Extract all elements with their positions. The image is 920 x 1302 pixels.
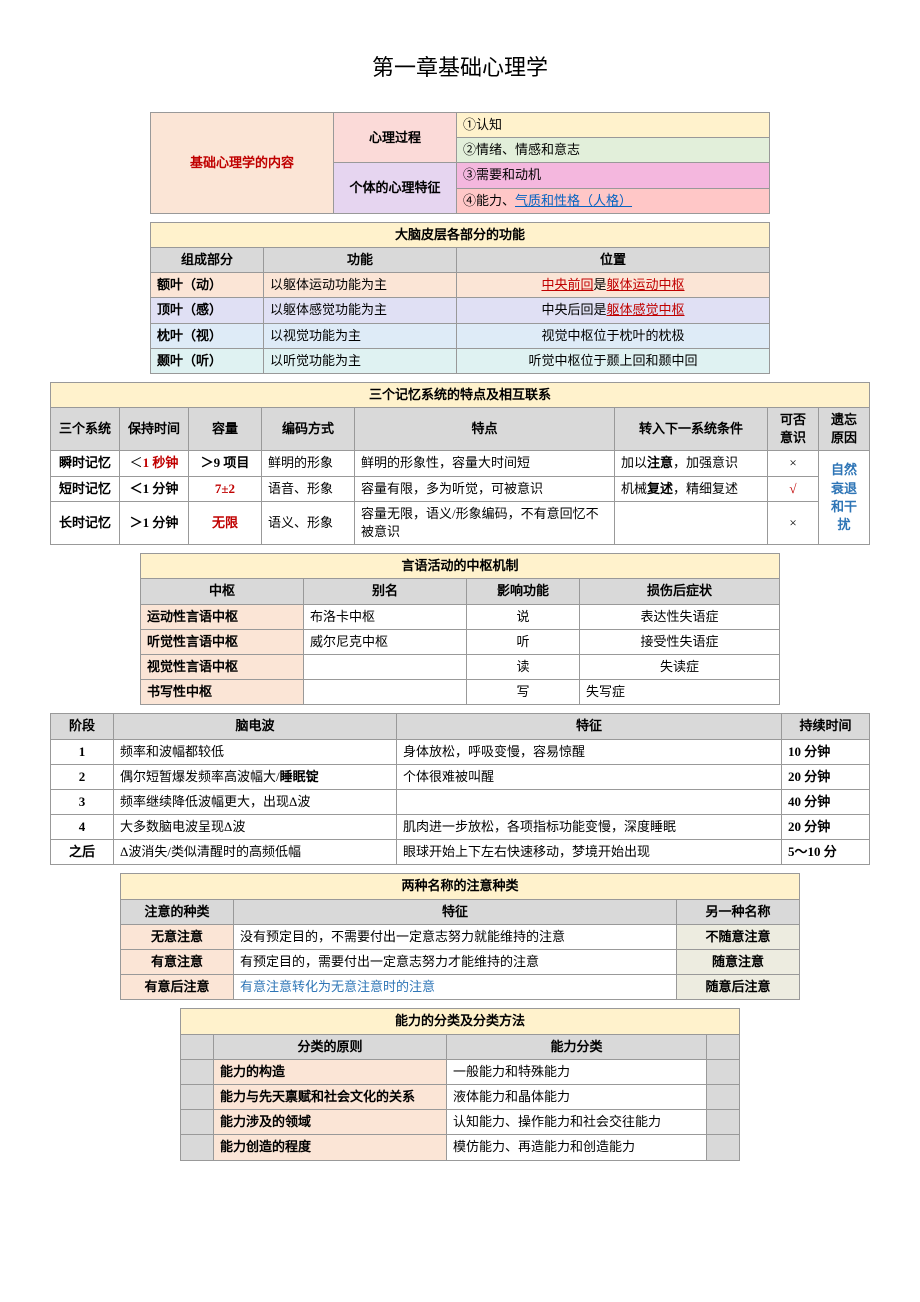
t5-h2: 特征 [397, 714, 782, 739]
t2-r3a: 枕叶（视） [151, 323, 264, 348]
table-row: 4大多数脑电波呈现Δ波肌肉进一步放松，各项指标功能变慢，深度睡眠20 分钟 [51, 815, 870, 840]
table-row: 有意注意 有预定目的，需要付出一定意志努力才能维持的注意 随意注意 [121, 950, 800, 975]
t3-h7: 遗忘原因 [819, 408, 870, 451]
t1-r2b: ②情绪、情感和意志 [457, 138, 770, 163]
table-row: 有意后注意 有意注意转化为无意注意时的注意 随意后注意 [121, 975, 800, 1000]
t3-r2g: √ [768, 476, 819, 501]
t2-r3c: 视觉中枢位于枕叶的枕极 [457, 323, 770, 348]
table-ability-classification: 能力的分类及分类方法 分类的原则 能力分类 能力的构造一般能力和特殊能力 能力与… [180, 1008, 740, 1160]
t3-h6: 可否意识 [768, 408, 819, 451]
table-sleep-stages: 阶段 脑电波 特征 持续时间 1频率和波幅都较低身体放松，呼吸变慢，容易惊醒10… [50, 713, 870, 865]
t4-h0: 中枢 [141, 579, 304, 604]
t3-h1: 保持时间 [120, 408, 189, 451]
t2-title: 大脑皮层各部分的功能 [151, 222, 770, 247]
t3-r3a: 长时记忆 [51, 501, 120, 544]
t3-r1f: 加以注意，加强意识 [615, 451, 768, 476]
t6-h0: 注意的种类 [121, 899, 234, 924]
t7-h2: 能力分类 [447, 1034, 707, 1059]
t1-left: 基础心理学的内容 [151, 113, 334, 214]
t3-r3f [615, 501, 768, 544]
t3-h5: 转入下一系统条件 [615, 408, 768, 451]
t3-r3c: 无限 [189, 501, 262, 544]
table-row: 能力涉及的领域认知能力、操作能力和社会交往能力 [181, 1110, 740, 1135]
t3-r1b: ＜1 秒钟 [120, 451, 189, 476]
t3-h4: 特点 [355, 408, 615, 451]
t6-h2: 另一种名称 [677, 899, 800, 924]
table-row: 听觉性言语中枢威尔尼克中枢听接受性失语症 [141, 629, 780, 654]
t3-h2: 容量 [189, 408, 262, 451]
t5-h3: 持续时间 [782, 714, 870, 739]
t2-r4b: 以听觉功能为主 [264, 348, 457, 373]
t4-title: 言语活动的中枢机制 [141, 554, 780, 579]
table-content-overview: 基础心理学的内容 心理过程 ①认知 ②情绪、情感和意志 个体的心理特征 ③需要和… [150, 112, 770, 214]
t2-h3: 位置 [457, 247, 770, 272]
t2-r1b: 以躯体运动功能为主 [264, 273, 457, 298]
t3-r2d: 语音、形象 [262, 476, 355, 501]
t3-r2b: ＜1 分钟 [120, 476, 189, 501]
t3-r1a: 瞬时记忆 [51, 451, 120, 476]
t1-r4b: ④能力、气质和性格（人格） [457, 188, 770, 213]
t2-r1c: 中央前回是躯体运动中枢 [457, 273, 770, 298]
table-row: 无意注意 没有预定目的，不需要付出一定意志努力就能维持的注意 不随意注意 [121, 924, 800, 949]
t6-title: 两种名称的注意种类 [121, 874, 800, 899]
t2-h2: 功能 [264, 247, 457, 272]
t3-r2f: 机械复述，精细复述 [615, 476, 768, 501]
t2-r3b: 以视觉功能为主 [264, 323, 457, 348]
t3-r1d: 鲜明的形象 [262, 451, 355, 476]
t2-r4c: 听觉中枢位于颞上回和颞中回 [457, 348, 770, 373]
table-row: 2 偶尔短暂爆发频率高波幅大/睡眠锭 个体很难被叫醒20 分钟 [51, 764, 870, 789]
table-row: 书写性中枢写失写症 [141, 680, 780, 705]
table-row: 1频率和波幅都较低身体放松，呼吸变慢，容易惊醒10 分钟 [51, 739, 870, 764]
t4-h2: 影响功能 [467, 579, 580, 604]
table-row: 能力的构造一般能力和特殊能力 [181, 1059, 740, 1084]
t2-r2b: 以躯体感觉功能为主 [264, 298, 457, 323]
table-memory-systems: 三个记忆系统的特点及相互联系 三个系统 保持时间 容量 编码方式 特点 转入下一… [50, 382, 870, 545]
t3-title: 三个记忆系统的特点及相互联系 [51, 382, 870, 407]
t3-r3e: 容量无限，语义/形象编码，不有意回忆不被意识 [355, 501, 615, 544]
t1-r1b: ①认知 [457, 113, 770, 138]
t1-r1a: 心理过程 [334, 113, 457, 163]
t3-h0: 三个系统 [51, 408, 120, 451]
t3-r1g: × [768, 451, 819, 476]
t6-h1: 特征 [234, 899, 677, 924]
table-brain-cortex: 大脑皮层各部分的功能 组成部分 功能 位置 额叶（动） 以躯体运动功能为主 中央… [150, 222, 770, 374]
table-row: 运动性言语中枢布洛卡中枢说表达性失语症 [141, 604, 780, 629]
table-row: 视觉性言语中枢读失读症 [141, 654, 780, 679]
table-row: 之后Δ波消失/类似清醒时的高频低幅眼球开始上下左右快速移动，梦境开始出现5～10… [51, 840, 870, 865]
t4-h3: 损伤后症状 [580, 579, 780, 604]
t3-r3d: 语义、形象 [262, 501, 355, 544]
t2-r2c: 中央后回是躯体感觉中枢 [457, 298, 770, 323]
t3-r2c: 7±2 [189, 476, 262, 501]
t7-h1: 分类的原则 [214, 1034, 447, 1059]
t1-r3b: ③需要和动机 [457, 163, 770, 188]
t3-h3: 编码方式 [262, 408, 355, 451]
t3-forget: 自然衰退和干扰 [819, 451, 870, 545]
t3-r2e: 容量有限，多为听觉，可被意识 [355, 476, 615, 501]
t3-r2a: 短时记忆 [51, 476, 120, 501]
page-title: 第一章基础心理学 [40, 50, 880, 82]
table-row: 能力与先天禀赋和社会文化的关系液体能力和晶体能力 [181, 1084, 740, 1109]
t4-h1: 别名 [304, 579, 467, 604]
t5-h1: 脑电波 [114, 714, 397, 739]
table-speech-centers: 言语活动的中枢机制 中枢 别名 影响功能 损伤后症状 运动性言语中枢布洛卡中枢说… [140, 553, 780, 705]
t5-h0: 阶段 [51, 714, 114, 739]
t3-r1c: ＞9 项目 [189, 451, 262, 476]
t3-r1e: 鲜明的形象性，容量大时间短 [355, 451, 615, 476]
t3-r3g: × [768, 501, 819, 544]
table-attention-types: 两种名称的注意种类 注意的种类 特征 另一种名称 无意注意 没有预定目的，不需要… [120, 873, 800, 1000]
t2-r1a: 额叶（动） [151, 273, 264, 298]
table-row: 能力创造的程度模仿能力、再造能力和创造能力 [181, 1135, 740, 1160]
t3-r3b: ＞1 分钟 [120, 501, 189, 544]
t2-h1: 组成部分 [151, 247, 264, 272]
t1-r3a: 个体的心理特征 [334, 163, 457, 213]
table-row: 3频率继续降低波幅更大，出现Δ波40 分钟 [51, 789, 870, 814]
t2-r2a: 顶叶（感） [151, 298, 264, 323]
t7-title: 能力的分类及分类方法 [181, 1009, 740, 1034]
t2-r4a: 颞叶（听） [151, 348, 264, 373]
